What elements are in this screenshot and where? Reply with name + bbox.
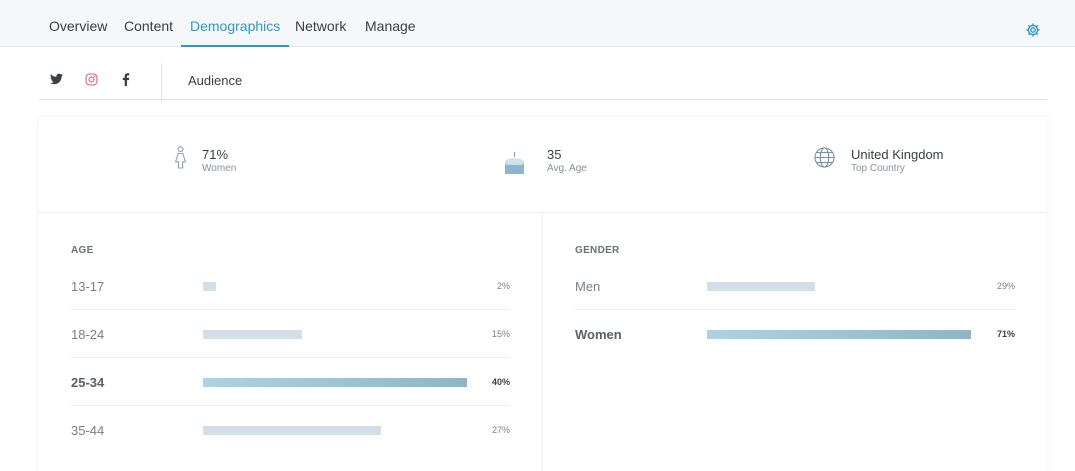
tab-content[interactable]: Content — [124, 18, 174, 34]
gender-row-bar — [707, 282, 815, 291]
subnav-rule — [39, 99, 1047, 100]
tab-manage[interactable]: Manage — [365, 18, 416, 34]
age-row-label: 25-34 — [71, 375, 105, 390]
twitter-icon[interactable] — [50, 73, 63, 85]
gear-icon[interactable] — [1025, 22, 1041, 38]
top-nav: Overview Content Demographics Network Ma… — [0, 0, 1075, 47]
stat-women-value: 71% — [202, 147, 229, 162]
age-row-pct: 15% — [491, 329, 510, 339]
globe-icon — [814, 147, 835, 168]
gender-row-label: Women — [575, 327, 622, 342]
stat-women-label: Women — [202, 163, 237, 174]
card-divider — [39, 212, 1047, 213]
card-column-divider — [542, 213, 543, 471]
tab-overview[interactable]: Overview — [49, 18, 108, 34]
stat-age-value: 35 — [547, 147, 562, 162]
stat-age-label: Avg. Age — [547, 163, 587, 174]
stat-country-value: United Kingdom — [851, 147, 944, 162]
row-divider — [575, 309, 1015, 310]
cake-icon — [505, 152, 524, 174]
gender-row-label: Men — [575, 279, 601, 294]
facebook-icon[interactable] — [122, 73, 130, 86]
age-row-label: 18-24 — [71, 327, 105, 342]
age-row-label: 35-44 — [71, 423, 105, 438]
audience-label: Audience — [188, 73, 243, 88]
row-divider — [71, 357, 510, 358]
row-divider — [71, 309, 510, 310]
subnav-divider — [161, 63, 162, 100]
row-divider — [71, 405, 510, 406]
person-icon — [174, 146, 187, 169]
age-row-pct: 27% — [491, 425, 510, 435]
stat-country-label: Top Country — [851, 163, 905, 174]
age-row-bar — [203, 378, 467, 387]
age-row-bar — [203, 426, 381, 435]
tab-network[interactable]: Network — [295, 18, 347, 34]
demographics-card — [39, 117, 1047, 471]
age-row-bar — [203, 282, 216, 291]
gender-row-bar — [707, 330, 971, 339]
gender-section-title: GENDER — [575, 245, 620, 256]
instagram-icon[interactable] — [85, 73, 98, 86]
tab-demographics[interactable]: Demographics — [181, 0, 290, 47]
gender-row-pct: 29% — [996, 281, 1015, 291]
age-row-bar — [203, 330, 302, 339]
age-section-title: AGE — [71, 245, 94, 256]
age-row-pct: 40% — [491, 377, 510, 387]
gender-row-pct: 71% — [996, 329, 1015, 339]
age-row-label: 13-17 — [71, 279, 105, 294]
age-row-pct: 2% — [496, 281, 510, 291]
